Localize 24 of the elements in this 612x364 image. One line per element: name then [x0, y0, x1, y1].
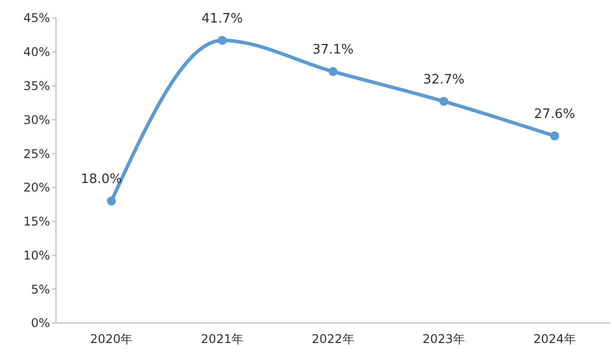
x-tick-label: 2020年 [90, 332, 133, 346]
y-tick-label: 40% [23, 45, 50, 60]
y-tick-label: 15% [23, 214, 50, 229]
data-label: 32.7% [423, 72, 464, 88]
y-tick-label: 20% [23, 180, 50, 195]
x-tick-label: 2024年 [533, 332, 576, 346]
x-tick-label: 2023年 [422, 332, 466, 346]
y-tick-label: 0% [30, 316, 50, 330]
data-label: 27.6% [534, 106, 576, 122]
y-tick-label: 45% [23, 11, 50, 26]
point [218, 36, 227, 45]
point [550, 131, 560, 140]
point [439, 96, 448, 106]
x-tick-label: 2022年 [312, 332, 354, 346]
y-tick-label: 35% [23, 78, 50, 93]
y-tick-label: 10% [23, 248, 50, 262]
y-tick-label: 30% [23, 112, 50, 127]
x-tick-label: 2021年 [200, 332, 244, 346]
y-tick-label: 5% [30, 282, 50, 296]
point [106, 196, 116, 206]
point [328, 67, 338, 76]
data-label: 37.1% [312, 42, 354, 58]
data-label: 41.7% [202, 11, 243, 26]
y-tick-label: 25% [23, 146, 50, 161]
